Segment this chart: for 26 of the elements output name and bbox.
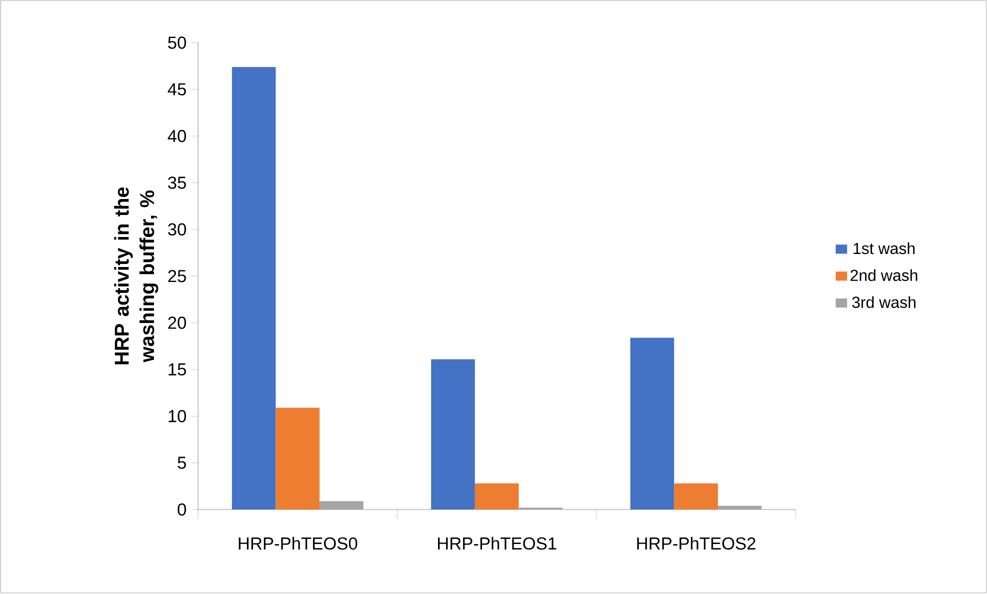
bar [474,484,519,510]
y-tick-label: 15 [168,364,186,376]
y-tick-label: 20 [168,316,186,330]
bar [320,501,364,510]
y-tick-label: 25 [168,270,186,282]
x-tick-label: HRP-PhTEOS0 [238,537,358,550]
y-tick-label: 40 [168,130,186,142]
bar [431,359,475,510]
legend-label: 3rd wash [852,296,916,308]
bar [630,338,674,510]
y-tick-label: 50 [168,36,186,50]
y-axis-title: HRP activity in the washing buffer, % [114,188,158,364]
x-tick-label: HRP-PhTEOS2 [637,537,756,550]
bar [232,67,276,510]
y-tick-label: 30 [168,224,186,236]
y-tick-label: 35 [168,176,186,190]
bar [276,408,320,510]
y-tick-label: 0 [178,504,186,516]
x-tick-label: HRP-PhTEOS1 [438,537,556,550]
bar [718,506,762,510]
y-tick-label: 45 [168,84,186,96]
y-tick-label: 5 [178,457,186,470]
legend-label: 2nd wash [850,270,918,282]
y-tick-label: 10 [168,410,186,423]
bar [674,484,718,510]
legend-label: 1st wash [854,242,915,254]
